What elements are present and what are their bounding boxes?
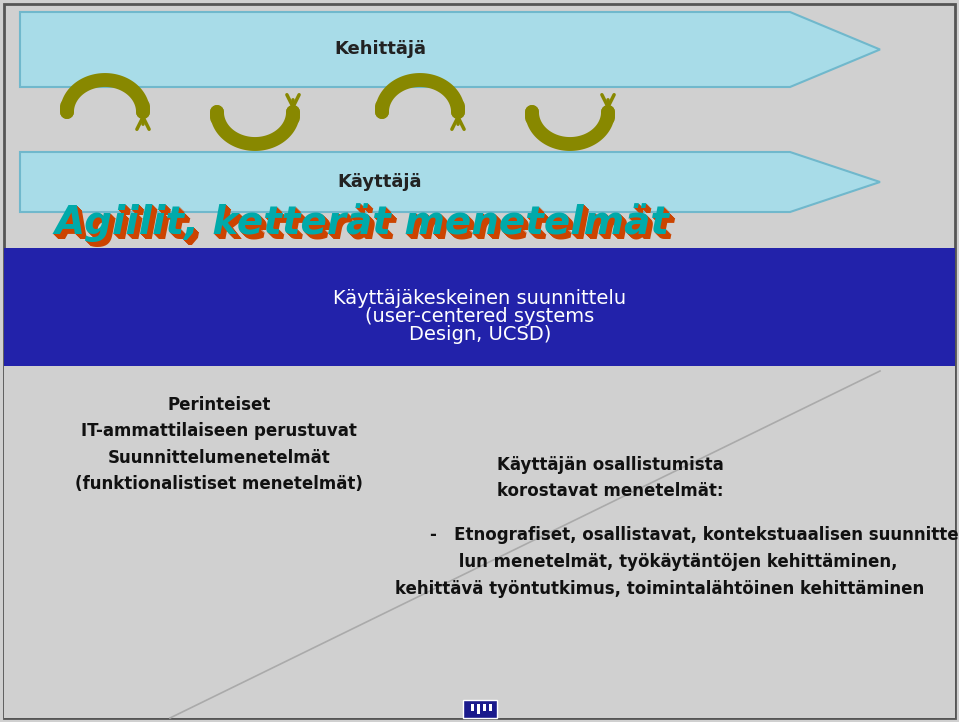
Text: Käyttäjä: Käyttäjä [338,173,422,191]
Bar [4,366,955,718]
Text: (user-centered systems: (user-centered systems [365,308,595,326]
Text: kehittävä työntutkimus, toimintalähtöinen kehittäminen: kehittävä työntutkimus, toimintalähtöine… [395,580,924,598]
Bar [463,700,497,718]
Text: Käyttäjän osallistumista
korostavat menetelmät:: Käyttäjän osallistumista korostavat mene… [497,456,723,500]
Text: Kehittäjä: Kehittäjä [334,40,426,58]
Text: Design, UCSD): Design, UCSD) [409,326,551,344]
Bar [488,704,492,711]
Text: Agiilit, ketterät menetelmät: Agiilit, ketterät menetelmät [57,206,672,245]
Text: Agiilit, ketterät menetelmät: Agiilit, ketterät menetelmät [55,204,670,243]
Polygon shape [20,12,880,87]
Text: -   Etnografiset, osallistavat, kontekstuaalisen suunnitte: - Etnografiset, osallistavat, kontekstua… [430,526,959,544]
Text: lun menetelmät, työkäytäntöjen kehittäminen,: lun menetelmät, työkäytäntöjen kehittämi… [430,553,898,571]
Text: Agiilit, ketterät menetelmät: Agiilit, ketterät menetelmät [59,207,674,246]
Bar [482,704,485,711]
Text: Käyttäjäkeskeinen suunnittelu: Käyttäjäkeskeinen suunnittelu [334,290,626,308]
Text: Agiilit, ketterät menetelmät: Agiilit, ketterät menetelmät [60,209,675,248]
Text: Agiilit, ketterät menetelmät: Agiilit, ketterät menetelmät [56,204,671,243]
Bar [477,704,480,714]
Text: Agiilit, ketterät menetelmät: Agiilit, ketterät menetelmät [58,206,673,245]
Bar [471,704,474,711]
Polygon shape [20,152,880,212]
Bar [4,248,955,366]
Text: Perinteiset
IT-ammattilaiseen perustuvat
Suunnittelumenetelmät
(funktionalistise: Perinteiset IT-ammattilaiseen perustuvat… [75,396,363,493]
